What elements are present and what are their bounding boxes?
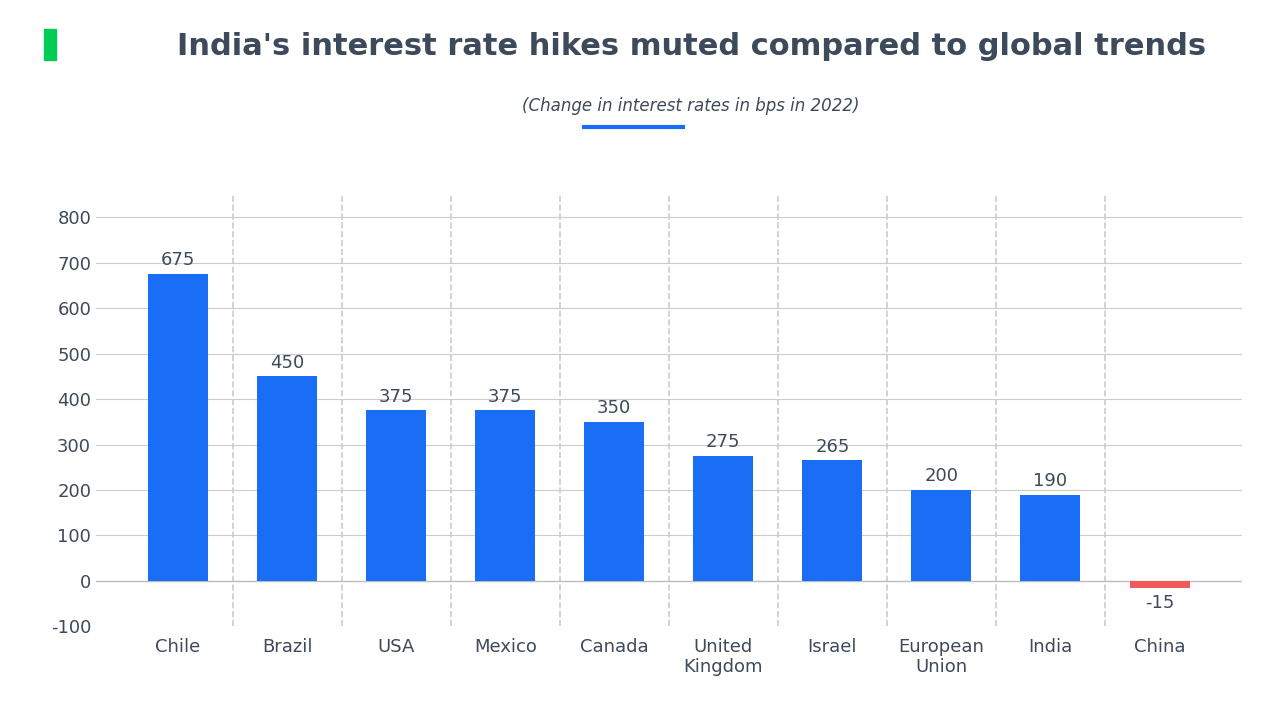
Bar (20, 65, 29, 71)
Bar (584, 422, 644, 581)
Bar (148, 274, 209, 581)
Text: 450: 450 (270, 354, 305, 372)
Text: 375: 375 (379, 388, 413, 406)
Bar (1129, 581, 1189, 588)
Text: 275: 275 (707, 433, 741, 451)
Text: (Change in interest rates in bps in 2022): (Change in interest rates in bps in 2022… (522, 97, 860, 115)
Text: India's interest rate hikes muted compared to global trends: India's interest rate hikes muted compar… (177, 32, 1206, 61)
Text: 265: 265 (815, 438, 850, 456)
Bar (45, 29, 56, 60)
Bar (20, 22, 29, 63)
Text: 675: 675 (161, 251, 196, 269)
Text: -15: -15 (1144, 594, 1174, 612)
Bar (366, 410, 426, 581)
Bar (694, 456, 754, 581)
Text: 190: 190 (1033, 472, 1068, 490)
Text: 375: 375 (488, 388, 522, 406)
Bar (257, 377, 317, 581)
Bar (803, 460, 863, 581)
Bar (911, 490, 972, 581)
Bar (475, 410, 535, 581)
Text: 350: 350 (598, 399, 631, 417)
Text: 200: 200 (924, 467, 959, 485)
Bar (1020, 495, 1080, 581)
Bar (20, 19, 47, 27)
